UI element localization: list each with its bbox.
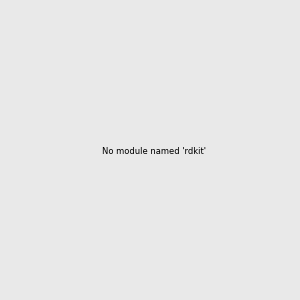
Text: No module named 'rdkit': No module named 'rdkit' xyxy=(102,147,206,156)
